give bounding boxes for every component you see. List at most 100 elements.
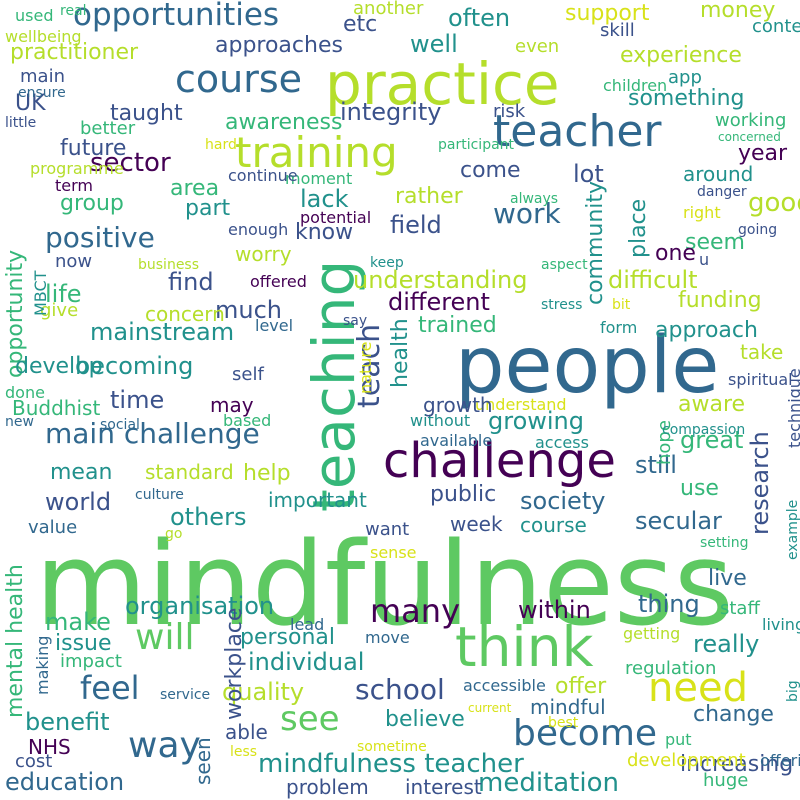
word-152: move [365, 628, 410, 647]
word-103: taught [110, 101, 183, 126]
word-12: become [513, 713, 658, 754]
word-87: help [243, 461, 291, 486]
word-35: well [410, 30, 458, 58]
word-50: mainstream [90, 318, 235, 346]
word-73: one [655, 241, 696, 266]
word-34: support [565, 1, 650, 26]
word-122: impact [60, 651, 122, 672]
word-45: benefit [25, 708, 110, 736]
word-182: ensure [18, 85, 66, 101]
word-84: public [430, 482, 497, 507]
word-21: meditation [478, 768, 619, 798]
word-139: technique [785, 368, 800, 448]
word-145: sometime [357, 739, 427, 755]
word-194: concerned [718, 130, 781, 144]
word-32: something [628, 86, 745, 111]
word-55: live [708, 566, 747, 591]
word-117: worry [235, 242, 292, 266]
word-69: place [626, 198, 651, 258]
word-134: development [627, 750, 746, 771]
word-2: practice [325, 50, 560, 118]
word-111: growing [488, 407, 584, 435]
word-198: u [699, 250, 710, 269]
word-14: main challenge [45, 417, 260, 450]
word-142: accessible [463, 676, 546, 695]
word-51: becoming [75, 352, 194, 380]
word-88: mean [50, 460, 113, 485]
word-0: mindfulness [35, 518, 734, 652]
word-39: mental health [3, 564, 28, 718]
word-173: business [138, 257, 200, 273]
word-82: secular [635, 507, 722, 535]
word-123: making [33, 635, 52, 695]
word-108: working [715, 110, 787, 131]
word-100: NHS [28, 735, 71, 759]
word-133: put [665, 730, 692, 749]
word-151: lead [290, 615, 325, 634]
word-120: concern [145, 302, 225, 326]
word-19: feel [80, 669, 140, 707]
word-67: part [185, 196, 231, 221]
word-105: awareness [225, 110, 343, 135]
word-53: personal [240, 625, 336, 650]
word-47: individual [248, 648, 365, 676]
word-31: integrity [340, 98, 442, 126]
word-25: understanding [353, 266, 528, 294]
word-70: community [583, 180, 608, 305]
word-4: think [455, 615, 594, 679]
word-128: self [232, 364, 264, 385]
word-58: find [168, 268, 214, 296]
word-6: teacher [493, 106, 662, 157]
word-29: practitioner [10, 40, 139, 65]
word-110: may [210, 393, 254, 417]
word-166: programme [30, 159, 124, 178]
word-43: within [518, 596, 591, 624]
word-140: getting [623, 624, 681, 643]
word-148: go [165, 526, 183, 542]
word-95: mindful [530, 695, 606, 719]
word-143: current [468, 701, 512, 715]
word-99: able [225, 720, 268, 744]
word-168: participant [438, 137, 515, 153]
word-178: social [100, 417, 140, 433]
word-60: good [748, 188, 800, 218]
word-85: world [45, 488, 112, 516]
word-135: huge [703, 770, 749, 791]
word-7: training [235, 128, 398, 177]
word-22: education [5, 768, 125, 796]
word-5: challenge [383, 433, 616, 489]
word-106: future [60, 136, 127, 161]
word-158: aspect [541, 257, 588, 273]
word-41: much [215, 296, 282, 324]
word-138: example [785, 499, 800, 560]
word-76: approach [655, 318, 758, 343]
word-125: value [28, 517, 78, 538]
word-127: want [365, 519, 410, 540]
word-26: difficult [608, 266, 698, 294]
word-156: form [600, 318, 638, 337]
word-98: increasing [680, 752, 794, 777]
word-78: aware [678, 392, 746, 417]
word-196: setting [700, 535, 749, 551]
word-71: health [388, 318, 413, 388]
word-126: standard [145, 460, 234, 484]
word-27: research [746, 431, 774, 535]
word-90: week [450, 512, 503, 536]
word-20: school [355, 673, 445, 706]
word-119: give [40, 300, 79, 321]
word-81: use [680, 476, 719, 501]
word-49: change [693, 702, 774, 727]
word-180: done [5, 383, 45, 402]
word-112: without [410, 411, 471, 430]
word-64: come [460, 158, 521, 183]
word-79: great [680, 426, 744, 454]
word-102: UK [15, 91, 46, 116]
word-186: real [60, 3, 87, 19]
word-175: understand [475, 395, 567, 414]
word-150: service [160, 687, 211, 703]
word-136: offering [760, 751, 800, 770]
word-18: many [370, 592, 460, 630]
word-114: Buddhist [12, 396, 101, 420]
word-77: take [740, 340, 784, 364]
